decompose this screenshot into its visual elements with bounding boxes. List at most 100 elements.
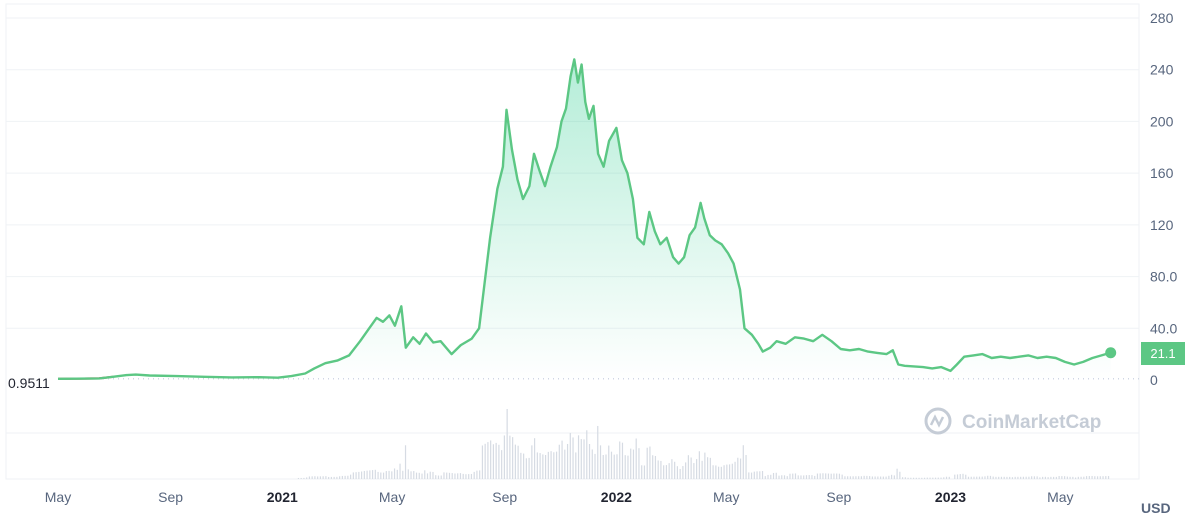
volume-bar <box>577 435 580 479</box>
y-tick-label: 240 <box>1150 62 1174 78</box>
volume-bar <box>954 474 956 479</box>
volume-bar <box>822 473 824 479</box>
volume-bar <box>300 477 302 479</box>
volume-bar <box>685 462 687 479</box>
volume-bar <box>915 477 917 479</box>
volume-bar <box>830 473 832 479</box>
x-axis: May Sep 2021 May Sep 2022 May Sep 2023 May <box>45 489 1074 505</box>
volume-bar <box>569 432 571 479</box>
volume-bar <box>619 441 621 479</box>
volume-bar <box>687 455 689 479</box>
volume-bar <box>838 473 841 479</box>
volume-bar <box>322 476 324 479</box>
volume-bar <box>1039 477 1041 479</box>
x-tick-label: 2021 <box>267 489 298 505</box>
volume-bar <box>756 471 758 479</box>
volume-bar <box>866 475 868 479</box>
volume-bar <box>564 449 566 479</box>
volume-bar <box>723 465 725 479</box>
volume-bar <box>473 471 475 479</box>
volume-bar <box>943 477 945 479</box>
volume-bar <box>446 472 448 479</box>
volume-bar <box>421 473 423 479</box>
volume-bar <box>970 476 972 479</box>
volume-bar <box>726 464 728 479</box>
volume-bar <box>415 472 418 479</box>
volume-bar <box>739 458 742 479</box>
volume-bar <box>1080 476 1082 479</box>
volume-bar <box>547 451 549 479</box>
volume-bar <box>860 476 862 479</box>
volume-bar <box>558 444 560 479</box>
volume-bar <box>1061 476 1063 479</box>
volume-bar <box>858 476 860 479</box>
volume-bar <box>863 475 865 479</box>
volume-bar <box>770 474 772 479</box>
volume-bar <box>1047 477 1049 479</box>
volume-bar <box>767 474 769 479</box>
volume-bar <box>566 443 569 479</box>
volume-bar <box>849 476 852 479</box>
coinmarketcap-logo-wave <box>929 414 945 428</box>
volume-bar <box>1099 476 1101 479</box>
y-tick-label: 120 <box>1150 217 1174 233</box>
volume-bar <box>616 454 618 479</box>
volume-bar <box>671 459 673 479</box>
volume-bars <box>297 409 1110 479</box>
volume-bar <box>454 473 456 479</box>
volume-bar <box>347 475 349 479</box>
volume-bar <box>325 476 327 479</box>
volume-bar <box>575 452 577 479</box>
volume-bar <box>1031 476 1033 479</box>
volume-bar <box>814 475 816 479</box>
volume-bar <box>514 444 516 479</box>
volume-bar <box>382 472 385 479</box>
volume-bar <box>393 468 396 479</box>
volume-bar <box>591 449 593 479</box>
volume-bar <box>550 451 552 479</box>
volume-bar <box>1006 476 1008 479</box>
volume-bar <box>978 476 981 479</box>
current-price-tag: 21.1 <box>1141 342 1185 365</box>
volume-bar <box>311 476 313 479</box>
volume-bar <box>399 463 401 479</box>
volume-bar <box>336 476 338 479</box>
volume-bar <box>844 476 846 479</box>
volume-bar <box>621 442 624 479</box>
price-area <box>58 59 1111 381</box>
volume-bar <box>847 476 849 479</box>
volume-bar <box>940 477 942 479</box>
volume-bar <box>487 442 489 479</box>
volume-bar <box>696 459 698 479</box>
volume-bar <box>899 471 901 479</box>
volume-bar <box>888 475 890 479</box>
volume-bar <box>885 476 887 479</box>
volume-bar <box>1069 476 1071 479</box>
volume-bar <box>891 474 893 479</box>
volume-bar <box>388 470 390 479</box>
volume-bar <box>638 448 640 479</box>
volume-bar <box>306 477 308 479</box>
volume-bar <box>904 477 906 479</box>
volume-bar <box>404 445 407 479</box>
volume-bar <box>632 449 635 479</box>
volume-bar <box>605 454 607 479</box>
x-tick-label: Sep <box>492 489 517 505</box>
y-tick-label: 200 <box>1150 113 1174 129</box>
volume-bar <box>679 468 681 479</box>
volume-bar <box>731 463 733 479</box>
volume-bar <box>1053 476 1055 479</box>
volume-bar <box>583 439 585 479</box>
volume-bar <box>649 446 651 479</box>
coinmarketcap-logo-icon <box>924 407 952 435</box>
volume-bar <box>443 472 445 479</box>
volume-bar <box>1072 476 1074 479</box>
volume-bar <box>707 457 709 479</box>
price-line <box>57 58 1112 380</box>
volume-bar <box>761 471 764 479</box>
volume-bar <box>663 465 665 479</box>
x-tick-label: 2023 <box>935 489 966 505</box>
volume-bar <box>1094 476 1096 479</box>
volume-bar <box>825 473 827 479</box>
volume-bar <box>297 477 300 479</box>
